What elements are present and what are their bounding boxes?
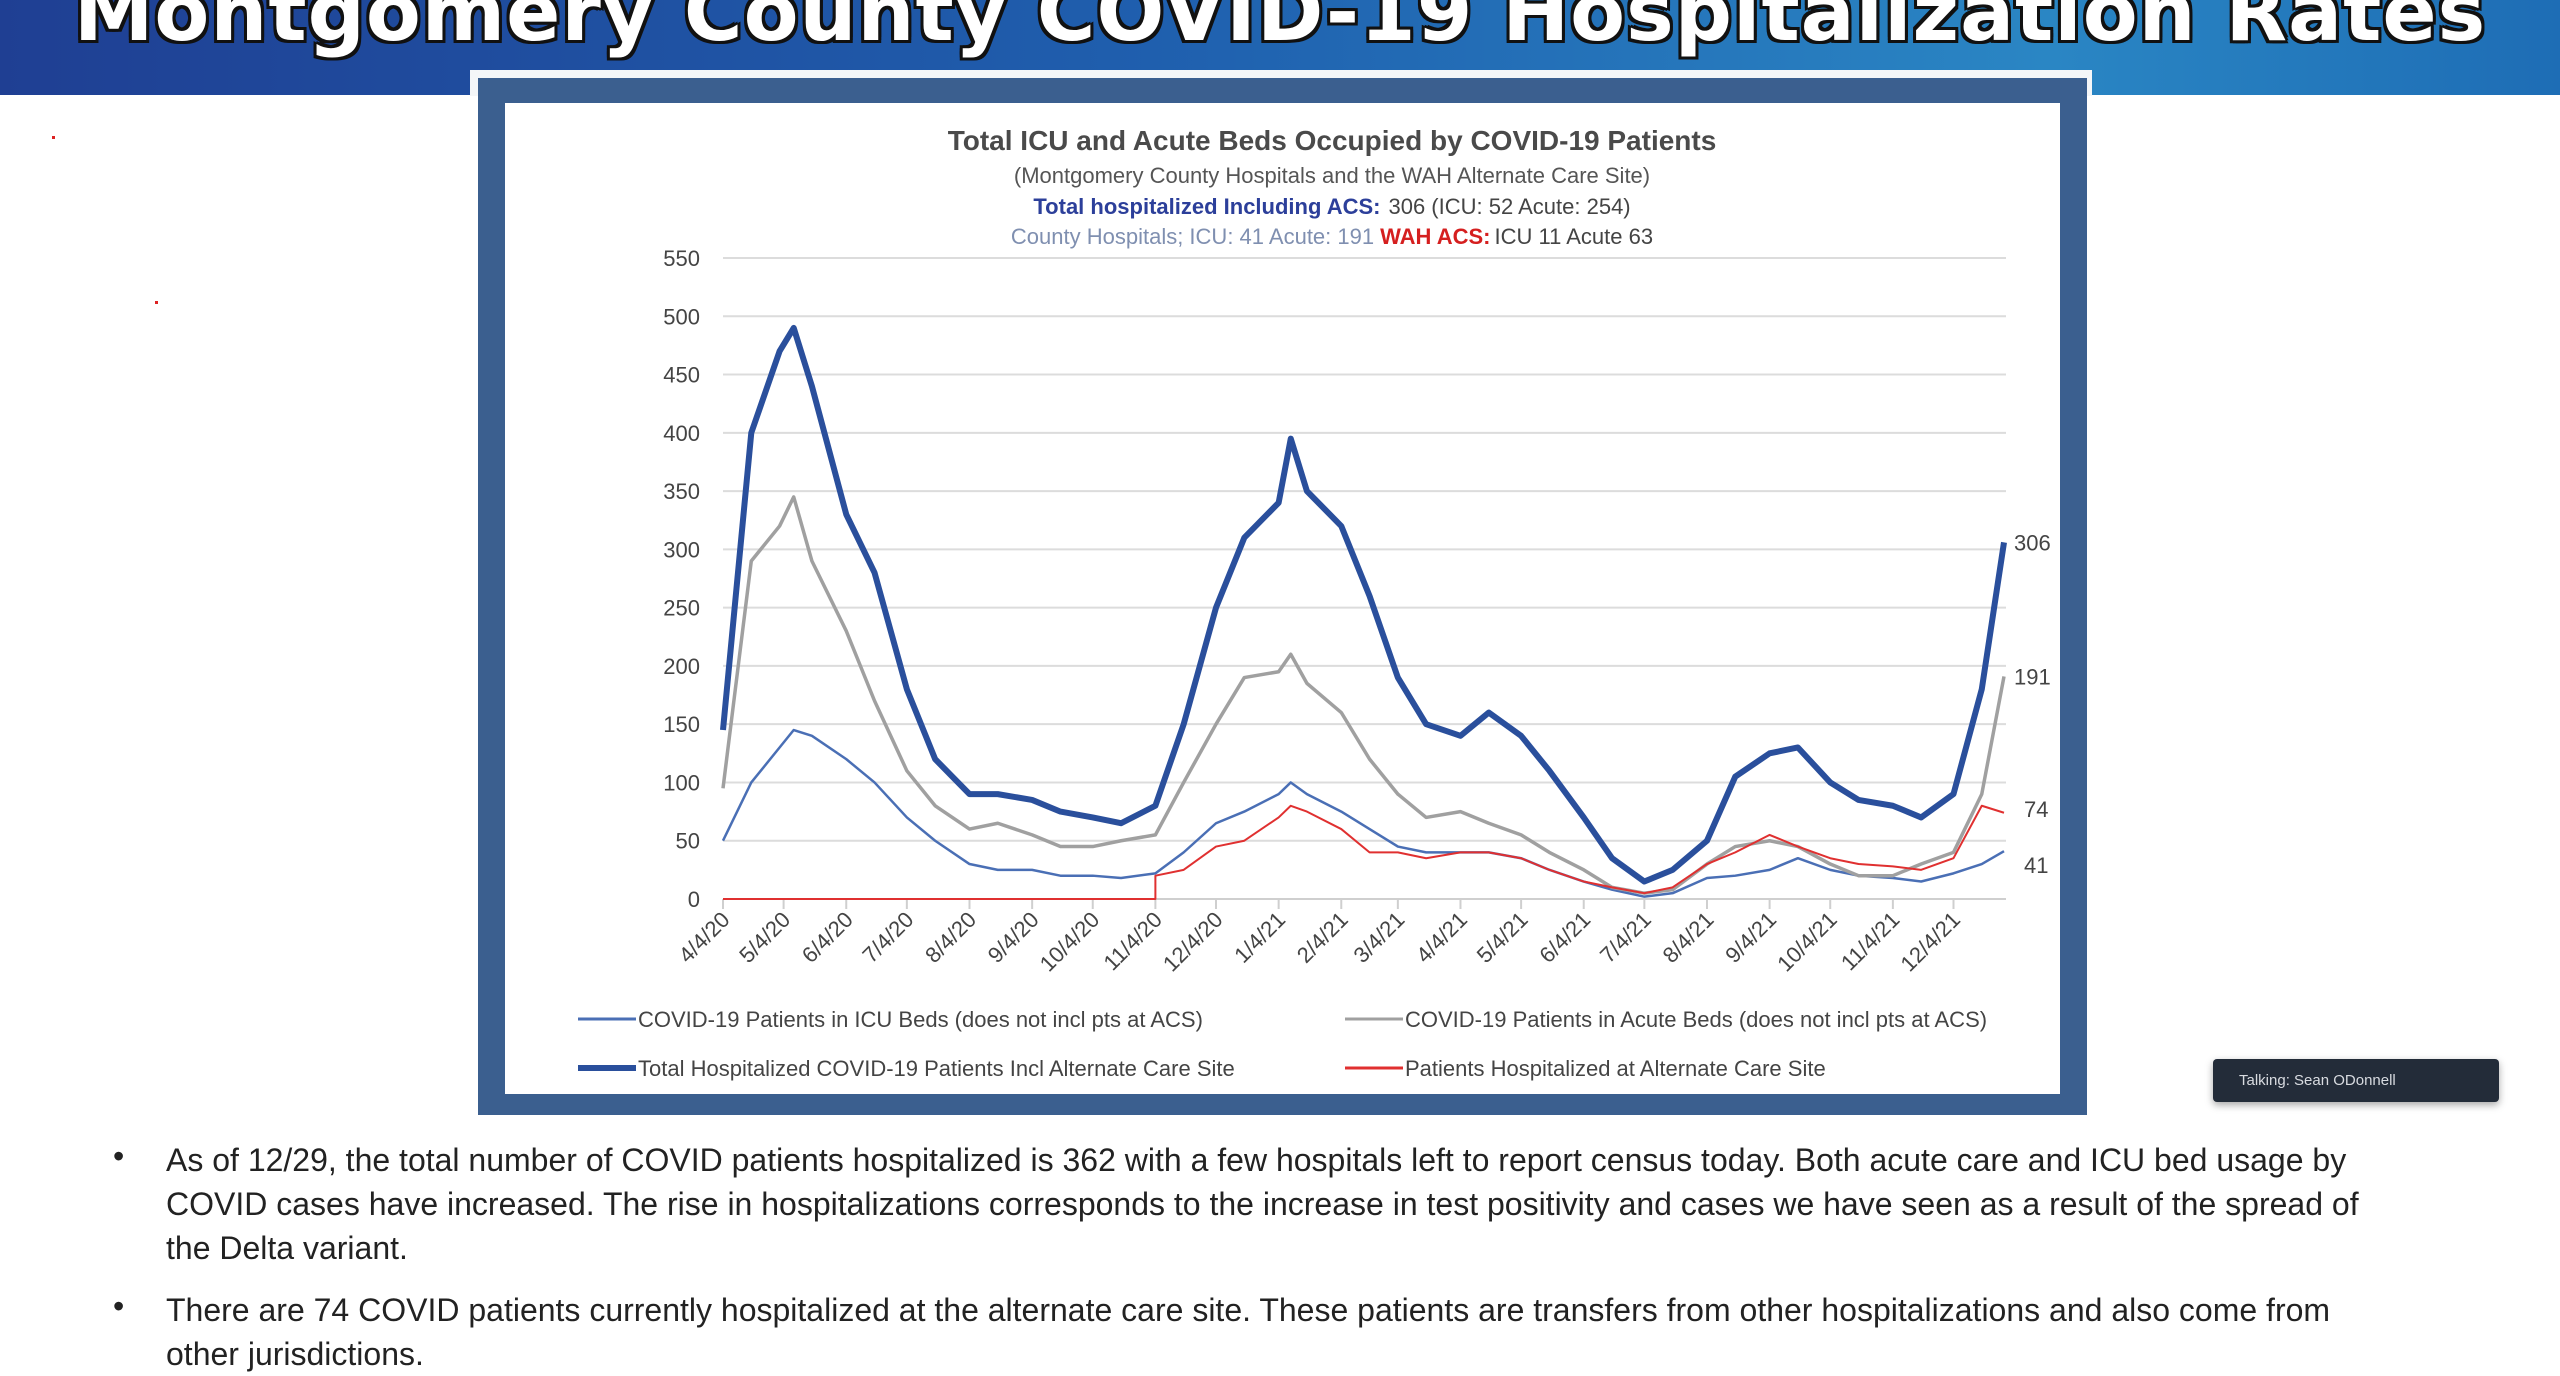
x-tick-label: 10/4/20: [1035, 907, 1105, 977]
y-tick-label: 0: [688, 887, 700, 912]
bullet-text-1: As of 12/29, the total number of COVID p…: [166, 1142, 2359, 1266]
legend-label: Total Hospitalized COVID-19 Patients Inc…: [638, 1056, 1235, 1081]
bullet-marker: •: [113, 1138, 125, 1174]
end-value-label: 41: [2024, 853, 2048, 878]
x-tick-label: 7/4/20: [857, 907, 918, 968]
x-tick-label: 4/4/21: [1411, 907, 1472, 968]
x-tick-label: 6/4/20: [797, 907, 858, 968]
x-tick-label: 3/4/21: [1348, 907, 1409, 968]
chart-subtitle: (Montgomery County Hospitals and the WAH…: [1014, 163, 1650, 188]
totals-value: 306 (ICU: 52 Acute: 254): [1388, 194, 1630, 219]
series-line-1: [721, 728, 2005, 898]
bullet-marker: •: [113, 1288, 125, 1324]
legend-label: Patients Hospitalized at Alternate Care …: [1405, 1056, 1826, 1081]
x-tick-label: 5/4/20: [734, 907, 795, 968]
talking-indicator: Talking: Sean ODonnell: [2213, 1059, 2499, 1102]
x-tick-label: 4/4/20: [674, 907, 735, 968]
x-tick-label: 11/4/21: [1836, 907, 1904, 975]
y-tick-label: 550: [663, 246, 700, 271]
y-tick-label: 450: [663, 363, 700, 388]
red-dot: [52, 136, 55, 139]
end-value-label: 191: [2014, 664, 2051, 689]
end-value-label: 306: [2014, 530, 2051, 555]
x-tick-label: 12/4/20: [1158, 907, 1228, 977]
series-line-3: [720, 324, 2007, 885]
chart-breakdown-line: County Hospitals; ICU: 41 Acute: 191 WAH …: [1011, 224, 1653, 249]
y-tick-label: 400: [663, 421, 700, 446]
county-breakdown: County Hospitals; ICU: 41 Acute: 191: [1011, 224, 1374, 249]
legend-label: COVID-19 Patients in ICU Beds (does not …: [638, 1007, 1203, 1032]
x-tick-label: 12/4/21: [1895, 907, 1965, 977]
slide-title: Montgomery County COVID-19 Hospitalizati…: [73, 0, 2487, 59]
totals-label: Total hospitalized Including ACS:: [1033, 194, 1380, 219]
chart-totals-line: Total hospitalized Including ACS: 306 (IC…: [1033, 194, 1630, 219]
bullet-text-2: There are 74 COVID patients currently ho…: [166, 1292, 2331, 1372]
x-tick-label: 8/4/20: [920, 907, 981, 968]
y-tick-label: 50: [676, 829, 700, 854]
x-tick-label: 2/4/21: [1292, 907, 1353, 968]
end-value-label: 74: [2024, 797, 2048, 822]
series-line-2: [721, 495, 2006, 895]
slide-banner: Montgomery County COVID-19 Hospitalizati…: [0, 0, 2560, 95]
wah-value: ICU 11 Acute 63: [1495, 224, 1654, 249]
red-dot: [155, 301, 158, 304]
x-tick-label: 10/4/21: [1772, 907, 1842, 977]
series-line-4: [723, 804, 2005, 900]
y-tick-label: 100: [663, 770, 700, 795]
legend-label: COVID-19 Patients in Acute Beds (does no…: [1405, 1007, 1987, 1032]
x-tick-label: 11/4/20: [1098, 907, 1166, 975]
chart-title: Total ICU and Acute Beds Occupied by COV…: [948, 125, 1717, 156]
x-tick-label: 6/4/21: [1534, 907, 1595, 968]
x-tick-label: 5/4/21: [1472, 907, 1533, 968]
chart-panel: [505, 103, 2060, 1094]
x-tick-label: 8/4/21: [1658, 907, 1719, 968]
y-tick-label: 250: [663, 596, 700, 621]
y-tick-label: 350: [663, 479, 700, 504]
y-tick-label: 200: [663, 654, 700, 679]
y-tick-label: 500: [663, 304, 700, 329]
x-tick-label: 7/4/21: [1595, 907, 1656, 968]
y-tick-label: 150: [663, 712, 700, 737]
wah-label: WAH ACS:: [1380, 224, 1490, 249]
x-tick-label: 1/4/21: [1229, 907, 1290, 968]
y-tick-label: 300: [663, 537, 700, 562]
